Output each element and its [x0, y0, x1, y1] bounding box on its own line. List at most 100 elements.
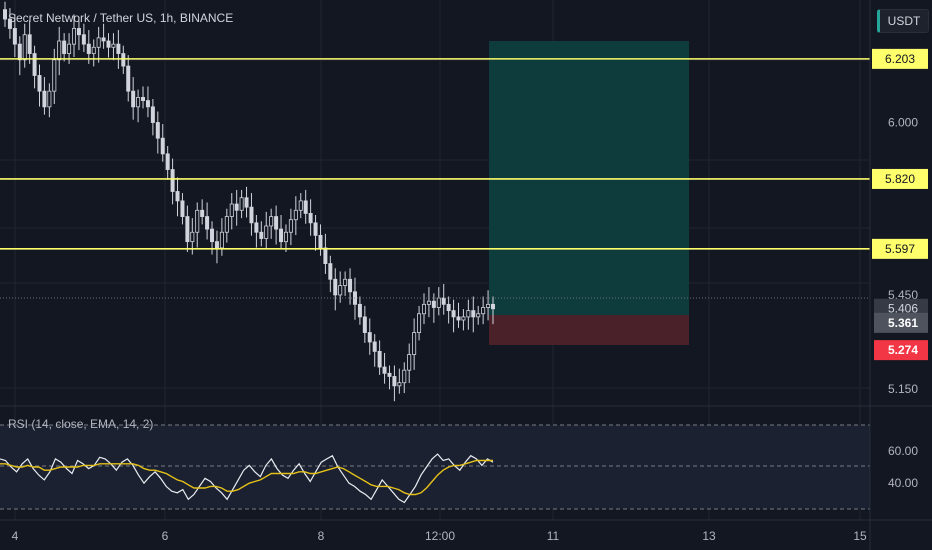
time-tick-label: 11 [547, 529, 560, 543]
candle-body [160, 137, 165, 155]
candle-body [313, 222, 318, 236]
candle-body [131, 90, 136, 108]
stop-zone [489, 315, 689, 345]
candle-body [481, 307, 486, 315]
candle-body [239, 197, 244, 211]
candle-body [150, 106, 155, 123]
candle-body [412, 332, 417, 355]
candle-body [47, 90, 52, 108]
candle-body [205, 216, 210, 230]
candle-body [111, 43, 116, 48]
candle-body [288, 219, 293, 233]
candle-body [170, 169, 175, 192]
candle-body [12, 28, 17, 45]
candle-body [402, 369, 407, 384]
candle-body [121, 53, 126, 67]
level-label-box [872, 168, 928, 189]
candle-body [145, 100, 150, 108]
candle-body [264, 225, 269, 239]
candle-body [195, 209, 200, 233]
rsi-ema-series [0, 459, 493, 496]
candle-body [259, 231, 264, 239]
rsi-series [0, 453, 494, 504]
candle-body [175, 191, 180, 202]
level-label: 5.820 [885, 172, 915, 186]
time-tick-label: 13 [702, 529, 716, 543]
candle-body [372, 341, 377, 352]
rsi-band [0, 425, 870, 509]
candles [3, 1, 495, 402]
candle-body [451, 310, 456, 318]
candle-body [37, 75, 42, 92]
candle-body [382, 366, 387, 374]
candle-body [81, 34, 86, 45]
candle-body [323, 247, 328, 264]
candle-body [3, 9, 8, 20]
price-tick-label: 5.150 [888, 382, 918, 396]
candle-body [244, 197, 249, 208]
candle-body [397, 382, 402, 387]
candle-body [274, 216, 279, 230]
candle-body [57, 40, 62, 61]
rsi-tick-label: 40.00 [888, 476, 918, 490]
candle-body [421, 303, 426, 315]
candle-body [91, 46, 96, 54]
candle-body [200, 209, 205, 217]
candle-body [185, 216, 190, 243]
candle-body [348, 278, 353, 293]
time-tick-label: 8 [318, 529, 325, 543]
candle-body [141, 97, 146, 101]
candle-body [17, 43, 22, 61]
candle-body [32, 53, 37, 76]
candle-body [254, 222, 259, 233]
stop-price-label: 5.274 [888, 343, 918, 357]
candle-body [52, 59, 57, 92]
candle-body [392, 376, 397, 387]
currency-badge[interactable]: USDT [877, 9, 929, 33]
level-label-box [872, 238, 928, 259]
candle-body [27, 34, 32, 54]
candle-body [96, 37, 101, 48]
candle-body [461, 316, 466, 321]
candle-body [7, 18, 12, 29]
candle-body [436, 297, 441, 308]
candle-body [67, 43, 72, 54]
candle-body [86, 43, 91, 54]
levels[interactable]: 6.203 5.820 5.597 [0, 48, 928, 259]
rsi-lines [0, 453, 494, 504]
candle-body [116, 43, 121, 54]
candle-body [269, 216, 274, 227]
candle-body [155, 122, 160, 139]
entry-price-box [874, 312, 928, 333]
price-tick-label: 6.000 [888, 116, 918, 130]
candle-body [466, 310, 471, 318]
target-zone [489, 41, 689, 315]
candle-body [62, 40, 67, 54]
candle-body [328, 263, 333, 280]
candle-body [180, 200, 185, 217]
time-tick-label: 6 [162, 529, 169, 543]
time-tick-label: 15 [853, 529, 867, 543]
candle-body [106, 40, 111, 48]
candle-body [338, 285, 343, 296]
rsi-title: RSI (14, close, EMA, 14, 2) [8, 417, 154, 431]
candle-body [234, 203, 239, 211]
time-axis[interactable]: 4 6 8 12:00 11 13 15 [12, 529, 867, 543]
candle-body [407, 354, 412, 371]
rsi-axis: 60.00 40.00 [888, 444, 918, 490]
candle-body [42, 90, 47, 108]
candle-body [357, 303, 362, 318]
candle-body [214, 241, 219, 249]
candle-body [431, 300, 436, 308]
candle-body [190, 231, 195, 243]
candle-body [426, 300, 431, 305]
time-tick-label: 12:00 [425, 529, 455, 543]
price-tick-label: 5.450 [888, 288, 918, 302]
candle-body [76, 28, 81, 36]
candle-body [387, 372, 392, 377]
candle-body [283, 231, 288, 243]
candle-body [249, 206, 254, 224]
candle-body [343, 278, 348, 286]
